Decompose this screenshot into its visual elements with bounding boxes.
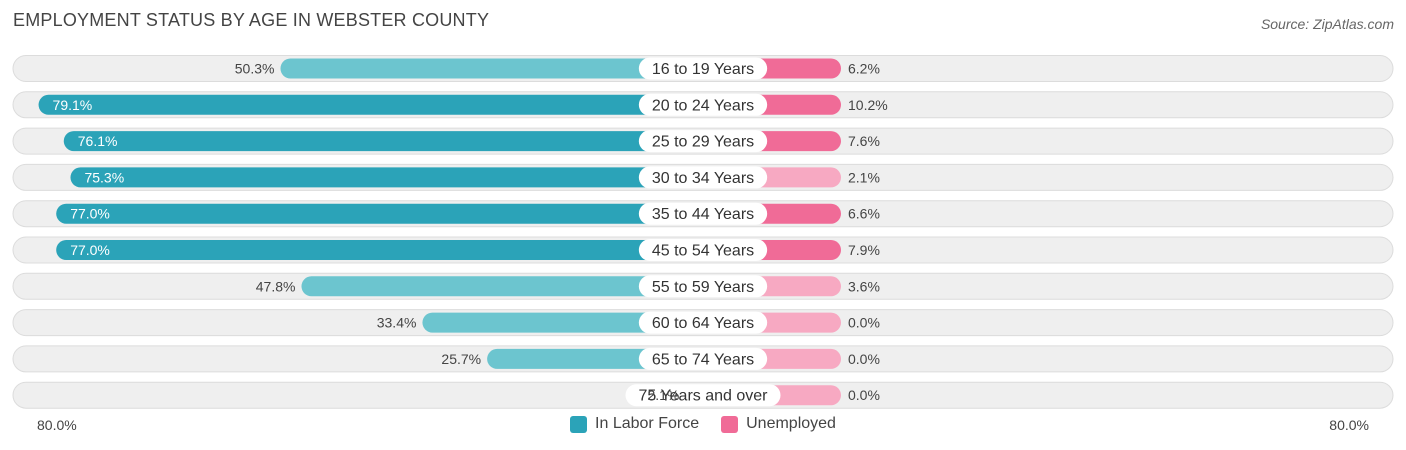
labor-force-value-label: 79.1% bbox=[53, 97, 93, 113]
category-label: 35 to 44 Years bbox=[652, 206, 754, 223]
category-pill bbox=[638, 202, 768, 225]
unemployed-value-label: 0.0% bbox=[848, 387, 880, 403]
legend: In Labor Force Unemployed bbox=[0, 415, 1406, 433]
labor-force-value-label: 47.8% bbox=[256, 278, 296, 294]
category-pill bbox=[638, 347, 768, 370]
category-pill bbox=[638, 93, 768, 116]
legend-label-unemployed: Unemployed bbox=[746, 415, 836, 432]
category-label: 30 to 34 Years bbox=[652, 170, 754, 187]
axis-left-label: 80.0% bbox=[37, 417, 77, 433]
legend-label-labor-force: In Labor Force bbox=[595, 415, 700, 432]
unemployed-value-label: 2.1% bbox=[848, 169, 880, 185]
labor-force-value-label: 50.3% bbox=[235, 61, 275, 77]
category-label: 45 to 54 Years bbox=[652, 243, 754, 260]
labor-force-value-label: 77.0% bbox=[70, 206, 110, 222]
labor-force-bar bbox=[63, 131, 703, 152]
category-label: 75 Years and over bbox=[639, 388, 769, 405]
axis-right-label: 80.0% bbox=[1329, 417, 1369, 433]
unemployed-value-label: 6.6% bbox=[848, 206, 880, 222]
chart-canvas: 16 to 19 Years 50.3% 6.2% 20 to 24 Years 79.… bbox=[12, 55, 1394, 409]
source-credit: Source: ZipAtlas.com bbox=[1260, 16, 1394, 32]
unemployed-value-label: 7.6% bbox=[848, 133, 880, 149]
labor-force-bar bbox=[38, 94, 704, 115]
legend-item-labor-force[interactable]: In Labor Force bbox=[570, 415, 699, 433]
labor-force-bar bbox=[422, 312, 703, 333]
labor-force-bar bbox=[280, 58, 703, 79]
legend-swatch-unemployed bbox=[721, 415, 739, 433]
category-pill bbox=[625, 384, 781, 407]
labor-force-value-label: 76.1% bbox=[78, 133, 118, 149]
labor-force-bar bbox=[301, 276, 703, 297]
unemployed-value-label: 10.2% bbox=[848, 97, 888, 113]
unemployed-value-label: 7.9% bbox=[848, 242, 880, 258]
category-label: 16 to 19 Years bbox=[652, 61, 754, 78]
category-pill bbox=[638, 239, 768, 261]
category-pill bbox=[638, 275, 768, 298]
labor-force-bar bbox=[56, 203, 703, 224]
category-label: 55 to 59 Years bbox=[652, 279, 754, 296]
labor-force-value-label: 25.7% bbox=[441, 351, 481, 367]
category-pill bbox=[638, 311, 768, 334]
unemployed-value-label: 0.0% bbox=[848, 315, 880, 331]
unemployed-value-label: 3.6% bbox=[848, 278, 880, 294]
legend-item-unemployed[interactable]: Unemployed bbox=[721, 415, 836, 433]
chart-title: EMPLOYMENT STATUS BY AGE IN WEBSTER COUN… bbox=[13, 10, 490, 30]
labor-force-value-label: 77.0% bbox=[70, 242, 110, 258]
category-label: 20 to 24 Years bbox=[652, 97, 754, 114]
labor-force-value-label: 33.4% bbox=[377, 315, 417, 331]
unemployed-value-label: 0.0% bbox=[848, 351, 880, 367]
category-label: 60 to 64 Years bbox=[652, 315, 754, 332]
category-label: 65 to 74 Years bbox=[652, 351, 754, 368]
category-pill bbox=[638, 130, 768, 153]
labor-force-value-label: 75.3% bbox=[84, 169, 124, 185]
labor-force-value-label: 2.1% bbox=[647, 387, 679, 403]
labor-force-bar bbox=[56, 240, 703, 260]
labor-force-bar bbox=[70, 167, 704, 188]
unemployed-value-label: 6.2% bbox=[848, 61, 880, 77]
category-pill bbox=[638, 166, 768, 189]
category-label: 25 to 29 Years bbox=[652, 134, 754, 151]
category-pill bbox=[638, 57, 768, 80]
legend-swatch-labor-force bbox=[570, 415, 588, 433]
